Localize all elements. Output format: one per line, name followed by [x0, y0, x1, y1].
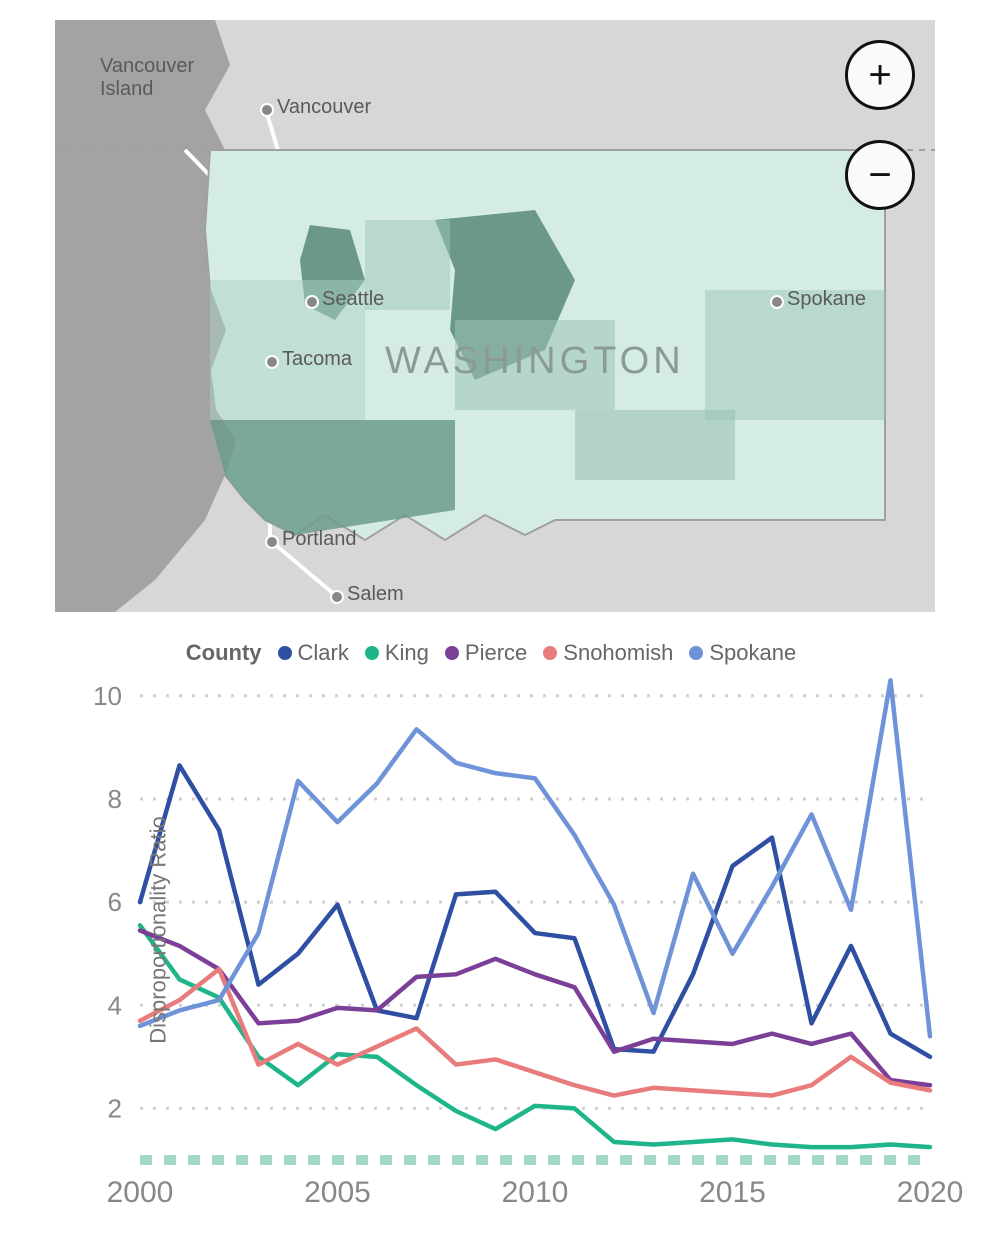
- map-panel[interactable]: Vancouver IslandVancouverSeattleTacomaSp…: [55, 20, 935, 612]
- zoom-in-button[interactable]: +: [845, 40, 915, 110]
- legend-label: Pierce: [465, 640, 527, 666]
- zoom-out-button[interactable]: −: [845, 140, 915, 210]
- y-tick-label: 4: [108, 990, 122, 1020]
- legend-dot: [445, 646, 459, 660]
- gridlines: [140, 696, 930, 1109]
- y-tick-label: 6: [108, 887, 122, 917]
- x-tick-label: 2005: [304, 1176, 371, 1209]
- legend-item[interactable]: Clark: [278, 640, 349, 666]
- y-tick-label: 10: [93, 681, 122, 711]
- x-ticks: 2000 2005 2010 2015 2020: [107, 1176, 964, 1209]
- series-line-clark[interactable]: [140, 765, 930, 1056]
- legend-label: Snohomish: [563, 640, 673, 666]
- map-svg: [55, 20, 935, 612]
- x-tick-label: 2020: [897, 1176, 964, 1209]
- series-line-snohomish[interactable]: [140, 969, 930, 1095]
- y-tick-label: 2: [108, 1093, 122, 1123]
- x-tick-label: 2010: [502, 1176, 569, 1209]
- county-shape[interactable]: [705, 290, 885, 420]
- chart-svg: 246810 20002005201020152020: [55, 640, 935, 1220]
- legend-item[interactable]: Spokane: [689, 640, 796, 666]
- series: [140, 680, 930, 1147]
- x-tick-label: 2015: [699, 1176, 766, 1209]
- legend-item[interactable]: King: [365, 640, 429, 666]
- series-line-king[interactable]: [140, 925, 930, 1147]
- legend-title: County: [186, 640, 262, 665]
- x-tick-label: 2000: [107, 1176, 174, 1209]
- legend: County Clark King Pierce Snohomish Spokane: [55, 640, 935, 666]
- y-ticks: 2 4 6 8 10: [93, 681, 122, 1124]
- legend-item[interactable]: Pierce: [445, 640, 527, 666]
- legend-label: Clark: [298, 640, 349, 666]
- y-tick-label: 8: [108, 784, 122, 814]
- county-shape[interactable]: [455, 320, 615, 410]
- legend-dot: [365, 646, 379, 660]
- county-shape[interactable]: [210, 280, 365, 420]
- legend-dot: [689, 646, 703, 660]
- y-axis-title: Disproportionality Ratio: [146, 816, 172, 1043]
- county-shape[interactable]: [575, 410, 735, 480]
- legend-label: King: [385, 640, 429, 666]
- chart-panel: County Clark King Pierce Snohomish Spokane Di…: [55, 640, 935, 1220]
- legend-dot: [543, 646, 557, 660]
- legend-dot: [278, 646, 292, 660]
- zoom-controls: + −: [845, 40, 915, 210]
- legend-item[interactable]: Snohomish: [543, 640, 673, 666]
- county-shape[interactable]: [365, 220, 450, 310]
- legend-label: Spokane: [709, 640, 796, 666]
